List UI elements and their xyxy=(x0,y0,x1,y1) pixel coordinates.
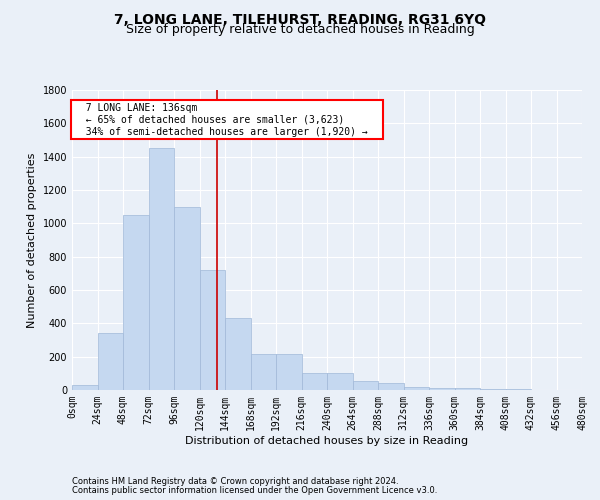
Bar xyxy=(505,389,531,390)
Text: 7, LONG LANE, TILEHURST, READING, RG31 6YQ: 7, LONG LANE, TILEHURST, READING, RG31 6… xyxy=(114,12,486,26)
Bar xyxy=(225,318,251,390)
Text: Contains HM Land Registry data © Crown copyright and database right 2024.: Contains HM Land Registry data © Crown c… xyxy=(72,478,398,486)
Bar xyxy=(302,374,327,390)
Bar xyxy=(199,270,225,390)
Bar xyxy=(429,388,455,390)
Bar xyxy=(251,354,276,390)
Y-axis label: Number of detached properties: Number of detached properties xyxy=(27,152,37,328)
Bar xyxy=(378,382,404,390)
Bar xyxy=(123,215,149,390)
Text: 7 LONG LANE: 136sqm  
  ← 65% of detached houses are smaller (3,623)  
  34% of : 7 LONG LANE: 136sqm ← 65% of detached ho… xyxy=(74,104,380,136)
Bar xyxy=(149,148,174,390)
Text: Size of property relative to detached houses in Reading: Size of property relative to detached ho… xyxy=(125,22,475,36)
Bar xyxy=(72,385,97,390)
Bar xyxy=(174,206,199,390)
Bar xyxy=(353,381,378,390)
X-axis label: Distribution of detached houses by size in Reading: Distribution of detached houses by size … xyxy=(185,436,469,446)
Bar xyxy=(327,374,353,390)
Text: Contains public sector information licensed under the Open Government Licence v3: Contains public sector information licen… xyxy=(72,486,437,495)
Bar xyxy=(97,334,123,390)
Bar xyxy=(480,388,505,390)
Bar xyxy=(404,386,429,390)
Bar xyxy=(276,354,302,390)
Bar xyxy=(455,388,480,390)
